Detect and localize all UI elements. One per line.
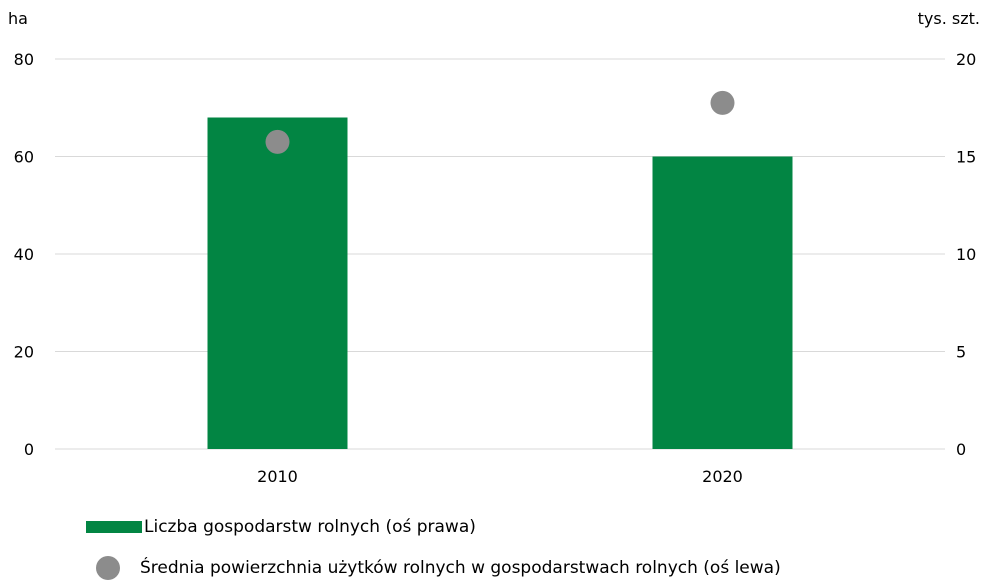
- left-tick-label: 20: [14, 343, 34, 362]
- right-tick-label: 0: [956, 440, 966, 459]
- bar: [652, 156, 793, 449]
- right-tick-label: 20: [956, 50, 976, 69]
- legend-point-swatch: [96, 556, 120, 580]
- point: [265, 129, 290, 154]
- point-series: [265, 90, 735, 154]
- gridlines: [55, 58, 945, 450]
- right-axis-unit: tys. szt.: [918, 9, 980, 28]
- left-axis-ticks: 0 20 40 60 80: [14, 50, 34, 459]
- right-axis-ticks: 0 5 10 15 20: [956, 50, 976, 459]
- right-tick-label: 15: [956, 148, 976, 167]
- point: [710, 90, 735, 115]
- left-tick-label: 0: [24, 440, 34, 459]
- legend-bar-label: Liczba gospodarstw rolnych (oś prawa): [144, 517, 476, 537]
- left-tick-label: 40: [14, 245, 34, 264]
- legend-point-label: Średnia powierzchnia użytków rolnych w g…: [140, 558, 781, 578]
- x-tick-label: 2010: [257, 467, 298, 486]
- x-tick-label: 2020: [702, 467, 743, 486]
- legend-item-points: Średnia powierzchnia użytków rolnych w g…: [86, 556, 781, 580]
- left-axis-unit: ha: [8, 9, 28, 28]
- bar-series: [207, 117, 793, 449]
- left-tick-label: 80: [14, 50, 34, 69]
- right-tick-label: 5: [956, 343, 966, 362]
- legend-bar-swatch: [86, 521, 142, 533]
- bar: [207, 117, 348, 449]
- x-axis-ticks: 2010 2020: [257, 467, 743, 486]
- left-tick-label: 60: [14, 148, 34, 167]
- legend-item-bars: Liczba gospodarstw rolnych (oś prawa): [86, 517, 476, 537]
- right-tick-label: 10: [956, 245, 976, 264]
